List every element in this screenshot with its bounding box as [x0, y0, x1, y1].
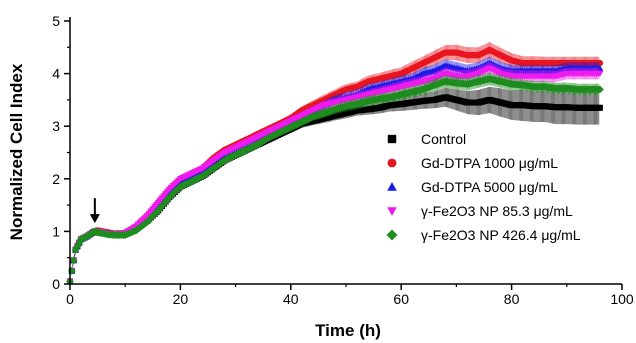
legend-marker	[387, 182, 397, 191]
data-point	[596, 70, 604, 78]
data-point	[596, 85, 604, 94]
y-tick-label: 2	[52, 171, 60, 187]
x-tick-label: 80	[504, 291, 520, 307]
legend-label: Gd-DTPA 1000 μg/mL	[421, 155, 558, 171]
data-point	[596, 104, 603, 111]
arrow-head	[89, 214, 100, 224]
data-point	[156, 204, 165, 213]
markers-4	[66, 74, 604, 286]
data-point	[158, 202, 166, 210]
data-point	[596, 64, 604, 72]
legend-label: γ-Fe2O3 NP 426.4 μg/mL	[421, 227, 581, 243]
legend-label: Control	[421, 131, 466, 147]
y-tick-label: 1	[52, 223, 60, 239]
data-point	[69, 256, 78, 265]
legend-marker	[386, 229, 398, 241]
legend-marker	[387, 207, 397, 216]
data-point	[163, 195, 172, 204]
data-point	[161, 197, 170, 206]
data-point	[71, 245, 80, 254]
legend-item-3: γ-Fe2O3 NP 85.3 μg/mL	[387, 203, 573, 219]
legend-item-1: Gd-DTPA 1000 μg/mL	[387, 155, 558, 171]
legend: Control Gd-DTPA 1000 μg/mL Gd-DTPA 5000 μg…	[386, 131, 581, 243]
legend-item-2: Gd-DTPA 5000 μg/mL	[387, 179, 558, 195]
x-tick-label: 20	[173, 291, 189, 307]
legend-item-4: γ-Fe2O3 NP 426.4 μg/mL	[386, 227, 581, 243]
y-tick-label: 0	[52, 276, 60, 292]
data-point	[596, 59, 604, 67]
legend-label: Gd-DTPA 5000 μg/mL	[421, 179, 558, 195]
y-tick-label: 4	[52, 66, 60, 82]
y-tick-label: 5	[52, 13, 60, 29]
data-point	[159, 199, 168, 208]
y-axis-title: Normalized Cell Index	[7, 63, 26, 240]
legend-label: γ-Fe2O3 NP 85.3 μg/mL	[421, 203, 573, 219]
y-tick-label: 3	[52, 118, 60, 134]
x-tick-label: 100	[610, 291, 634, 307]
axes: 0 20 40 60 80 100 0 1 2 3 4 5	[52, 13, 634, 307]
x-tick-label: 60	[393, 291, 409, 307]
legend-marker	[387, 158, 397, 168]
x-axis-title: Time (h)	[315, 321, 381, 340]
data-point	[75, 238, 84, 247]
x-tick-label: 0	[66, 291, 74, 307]
legend-item-0: Control	[387, 131, 466, 147]
legend-marker	[387, 134, 397, 144]
x-tick-label: 40	[283, 291, 299, 307]
series-4	[66, 72, 604, 286]
